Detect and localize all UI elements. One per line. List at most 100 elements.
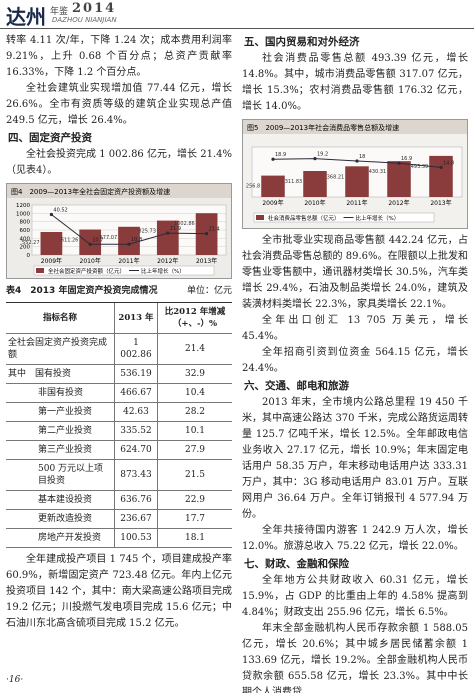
table-cell: 624.70 bbox=[113, 440, 158, 460]
x-tick-label: 2013年 bbox=[430, 199, 451, 207]
x-tick-label: 2011年 bbox=[346, 199, 367, 207]
table-cell: 42.63 bbox=[113, 402, 158, 422]
bar-label: 611.26 bbox=[61, 238, 79, 244]
table-cell: 873.43 bbox=[113, 459, 158, 491]
table-row: 全社会固定资产投资完成额 1 002.86 21.4 bbox=[6, 333, 232, 365]
paragraph: 全年出口创汇 13 705 万美元，增长 45.4%。 bbox=[242, 315, 468, 342]
bar bbox=[40, 231, 63, 255]
paragraph: 全年地方公共财政收入 60.31 亿元，增长 15.9%，占 GDP 的比重由上… bbox=[242, 575, 468, 618]
legend-label: 全社会固定资产投资额（亿元） bbox=[48, 267, 125, 275]
x-tick-label: 2009年 bbox=[41, 257, 62, 265]
table-cell: 基本建设投资 bbox=[6, 490, 115, 510]
x-tick-label: 2010年 bbox=[304, 199, 325, 207]
bar bbox=[261, 175, 285, 197]
point-label: 18.9 bbox=[275, 152, 286, 158]
column-header: 比2012 年增减（+、-）% bbox=[157, 302, 232, 334]
paragraph: 转率 4.11 次/年，下降 1.24 次；成本费用利润率 9.21%，上升 0… bbox=[6, 35, 232, 78]
table-cell: 27.9 bbox=[157, 440, 232, 460]
table-unit: 单位：亿元 bbox=[186, 286, 232, 296]
paragraph: 全社会投资完成 1 002.86 亿元，增长 21.4%（见表4）。 bbox=[6, 149, 232, 176]
legend-box bbox=[33, 265, 215, 276]
page-number: ·16· bbox=[6, 675, 24, 685]
table-cell: 236.67 bbox=[113, 509, 158, 529]
bar bbox=[118, 226, 140, 255]
title-band bbox=[243, 120, 467, 134]
bar-label: 552.27 bbox=[22, 240, 40, 246]
table-row: 更新改造投资 236.67 17.7 bbox=[6, 509, 232, 529]
x-tick-label: 2013年 bbox=[196, 257, 217, 265]
bar bbox=[387, 161, 411, 197]
point-label: 21.9 bbox=[170, 226, 181, 232]
paragraph: 2013 年末，全市境内公路总里程 19 450 千米，其中高速公路达 370 … bbox=[242, 397, 468, 520]
point bbox=[271, 157, 275, 161]
table-cell: 10.1 bbox=[157, 421, 232, 441]
bar-label: 493.39 bbox=[411, 164, 429, 170]
point bbox=[127, 242, 131, 246]
table-cell: 第三产业投资 bbox=[6, 440, 115, 460]
table-caption: 表4 2013 年固定资产投资完成情况 单位：亿元 bbox=[6, 283, 232, 299]
bar-label: 430.31 bbox=[369, 169, 387, 175]
table-cell: 房地产开发投资 bbox=[6, 528, 115, 548]
paragraph: 全年共接待国内游客 1 242.9 万人次，增长 12.0%。旅游总收入 75.… bbox=[242, 525, 468, 552]
paragraph: 社会消费品零售总额 493.39 亿元，增长 14.8%。其中，城市消费品零售额… bbox=[242, 53, 468, 112]
point bbox=[439, 165, 443, 169]
table-cell: 21.4 bbox=[157, 333, 232, 365]
heading: 七、财政、金融和保险 bbox=[244, 558, 349, 570]
column-header: 指标名称 bbox=[6, 302, 115, 334]
paragraph: 全年招商引资到位资金 564.15 亿元，增长 24.4%。 bbox=[242, 347, 468, 374]
header-year: 2014 bbox=[72, 1, 117, 16]
x-tick-label: 2012年 bbox=[157, 257, 178, 265]
chart-title: 图5 2009—2013年社会消费品零售总额及增速 bbox=[247, 123, 399, 132]
bar bbox=[303, 171, 327, 197]
legend-label: 比上年增长（%） bbox=[141, 267, 185, 275]
legend-label: 社会消费品零售总额（亿元） bbox=[268, 214, 340, 222]
table-row: 房地产开发投资 100.53 18.1 bbox=[6, 528, 232, 548]
table-cell: 第一产业投资 bbox=[6, 402, 115, 422]
point-label: 10.8 bbox=[131, 237, 142, 243]
table-cell: 28.2 bbox=[157, 402, 232, 422]
right-column: 五、国内贸易和对外经济 社会消费品零售总额 493.39 亿元，增长 14.8%… bbox=[242, 33, 468, 693]
header-title: 达州 bbox=[6, 5, 46, 29]
chart: 图5 2009—2013年社会消费品零售总额及增速 2009年 2010年 2011年… bbox=[242, 119, 468, 229]
legend-label: 比上年增长（%） bbox=[356, 214, 400, 222]
table-cell: 17.7 bbox=[157, 509, 232, 529]
left-column: 转率 4.11 次/年，下降 1.24 次；成本费用利润率 9.21%，上升 0… bbox=[6, 33, 232, 673]
point bbox=[88, 242, 92, 246]
bar-label: 825.73 bbox=[138, 229, 156, 235]
paragraph: 全市批零业实现商品零售额 442.24 亿元，占社会消费品零售总额的 89.6%… bbox=[242, 235, 468, 310]
paragraph: 年末全部金融机构人民币存款余额 1 588.05 亿元，增长 20.6%；其中城… bbox=[242, 623, 468, 693]
table-row: 基本建设投资 636.76 22.9 bbox=[6, 490, 232, 510]
bar-label: 1002.86 bbox=[174, 221, 195, 227]
table-cell: 32.9 bbox=[157, 364, 232, 384]
point bbox=[205, 232, 209, 236]
heading: 四、固定资产投资 bbox=[8, 132, 92, 144]
table-cell: 其中 国有投资 bbox=[6, 364, 115, 384]
point bbox=[166, 231, 170, 235]
y-tick-label: 600 bbox=[20, 228, 31, 234]
point bbox=[397, 161, 401, 165]
point bbox=[313, 157, 317, 161]
table-row: 第二产业投资 335.52 10.1 bbox=[6, 421, 232, 441]
table-cell: 第二产业投资 bbox=[6, 421, 115, 441]
point-label: 14.8 bbox=[443, 160, 454, 166]
paragraph: 全年建成投产项目 1 745 个，项目建成投产率 60.9%，新增固定资产 72… bbox=[6, 554, 232, 629]
table-row: 500 万元以上项目投资 873.43 21.5 bbox=[6, 459, 232, 491]
point-label: 40.52 bbox=[53, 207, 67, 213]
bar bbox=[79, 229, 102, 255]
paragraph: 全社会建筑业实现增加值 77.44 亿元，增长 26.6%。全市有资质等级的建筑… bbox=[6, 83, 232, 126]
table-cell: 10.4 bbox=[157, 383, 232, 403]
table-cell: 100.53 bbox=[113, 528, 158, 548]
table-cell: 536.19 bbox=[113, 364, 158, 384]
chart: 图4 2009—2013年全社会固定资产投资额及增速 0 200 400 600 800 1… bbox=[6, 183, 232, 279]
table-cell: 18.1 bbox=[157, 528, 232, 548]
column-header: 2013 年 bbox=[113, 302, 158, 334]
y-tick-label: 800 bbox=[20, 220, 31, 226]
y-tick-label: 400 bbox=[20, 236, 31, 242]
header-subtitle: 年鉴 bbox=[50, 7, 69, 17]
table-cell: 636.76 bbox=[113, 490, 158, 510]
heading: 五、国内贸易和对外经济 bbox=[244, 36, 360, 48]
bar bbox=[156, 220, 179, 255]
table-row: 第三产业投资 624.70 27.9 bbox=[6, 440, 232, 460]
point-label: 19.2 bbox=[317, 152, 328, 158]
